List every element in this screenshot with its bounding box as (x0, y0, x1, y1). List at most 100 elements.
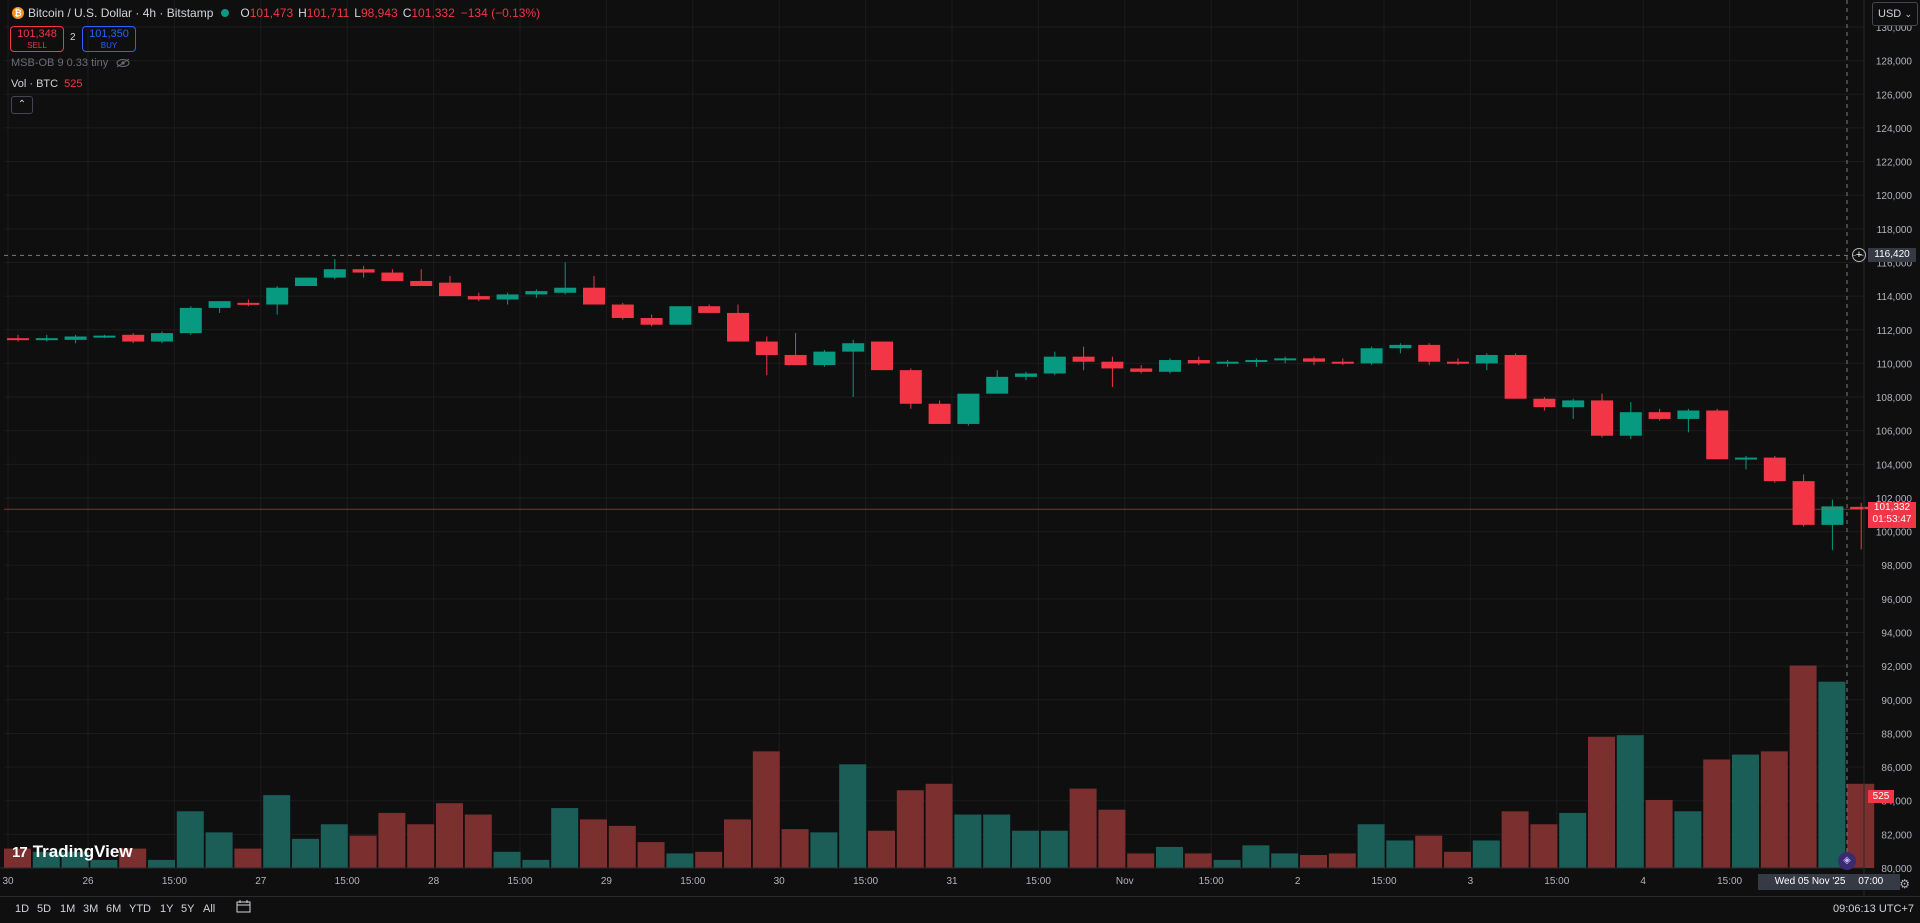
range-1d-button[interactable]: 1D (15, 903, 30, 915)
currency-label: USD (1878, 8, 1902, 20)
volume-bar (896, 790, 924, 868)
volume-bar (1242, 845, 1270, 868)
candle-body (986, 376, 1009, 394)
volume-bar (349, 835, 377, 868)
candle-body (295, 277, 317, 287)
time-tick-label: 30 (774, 876, 786, 887)
candle-body (1475, 354, 1498, 364)
market-open-icon (221, 9, 230, 17)
candle-body (1562, 400, 1585, 408)
tradingview-logo[interactable]: 17 TradingView (12, 842, 133, 862)
volume-bar (4, 848, 31, 868)
candle-body (122, 334, 145, 342)
buy-button[interactable]: 101,350 BUY (82, 26, 136, 52)
candle-body (813, 351, 836, 366)
indicator-volume-label: Vol · BTC (11, 78, 59, 90)
range-5y-button[interactable]: 5Y (181, 903, 195, 915)
price-tick-label: 96,000 (1881, 595, 1912, 606)
chevron-up-icon[interactable]: ⌃ (11, 96, 33, 114)
candle-body (1706, 410, 1729, 460)
volume-bar (1271, 853, 1299, 868)
close-value: 101,332 (411, 6, 455, 20)
candle-body (871, 341, 893, 371)
candle-body (899, 370, 922, 404)
indicator-volume[interactable]: Vol · BTC 525 (11, 78, 82, 90)
add-alert-icon[interactable]: + (1852, 248, 1866, 262)
price-tick-label: 82,000 (1881, 830, 1912, 841)
volume-bar (1357, 824, 1385, 868)
range-1y-button[interactable]: 1Y (160, 903, 174, 915)
volume-bar (1012, 830, 1039, 868)
candle-body (410, 280, 433, 287)
sell-price: 101,348 (17, 28, 57, 40)
close-label: C (402, 6, 412, 20)
crosshair-price-label: 116,420 (1868, 248, 1916, 262)
volume-bar (176, 811, 204, 868)
candle-body (323, 269, 346, 278)
time-tick-label: 30 (2, 876, 14, 887)
sell-button[interactable]: 101,348 SELL (10, 26, 64, 52)
volume-bar (781, 829, 809, 868)
candle-body (669, 306, 692, 325)
events-icon[interactable]: ◈ (1838, 852, 1856, 870)
price-tick-label: 112,000 (1877, 326, 1913, 337)
bitcoin-icon: ₿ (12, 7, 24, 19)
buy-label: BUY (100, 41, 118, 50)
volume-bar (378, 812, 406, 868)
crosshair-time: 07:00 (1858, 876, 1884, 887)
currency-selector[interactable]: USD ⌄ (1872, 2, 1918, 26)
volume-bar (1789, 665, 1817, 868)
volume-bar (1703, 759, 1731, 868)
range-3m-button[interactable]: 3M (83, 903, 99, 915)
candle-body (554, 287, 577, 293)
time-tick-label: 15:00 (507, 876, 532, 887)
time-tick-label: 27 (255, 876, 267, 887)
volume-bar (1530, 824, 1558, 868)
candle-body (1677, 410, 1700, 419)
range-all-button[interactable]: All (203, 903, 216, 915)
candle-body (208, 301, 231, 308)
volume-bar (810, 832, 838, 868)
volume-bar (407, 824, 435, 868)
price-tick-label: 92,000 (1881, 662, 1912, 673)
calendar-icon[interactable] (236, 900, 251, 913)
volume-bar (1069, 788, 1097, 868)
clock-timezone[interactable]: 09:06:13 UTC+7 (1832, 903, 1914, 915)
range-1m-button[interactable]: 1M (60, 903, 76, 915)
indicator-msb[interactable]: MSB-OB 9 0.33 tiny (11, 57, 130, 69)
candle-body (1735, 457, 1757, 460)
volume-bar (868, 830, 895, 868)
volume-bar (32, 851, 60, 868)
time-tick-label: 2 (1295, 876, 1301, 887)
high-value: 101,711 (306, 6, 350, 20)
volume-bar (1616, 735, 1644, 868)
gear-icon[interactable]: ⚙ (1899, 877, 1910, 891)
symbol-legend[interactable]: ₿ Bitcoin / U.S. Dollar · 4h · Bitstamp … (12, 4, 542, 22)
symbol-title[interactable]: Bitcoin / U.S. Dollar · 4h · Bitstamp (28, 6, 214, 20)
candle-body (525, 291, 548, 295)
candle-body (467, 296, 490, 300)
candle-body (35, 338, 58, 341)
volume-bar (925, 783, 953, 868)
change-value: −134 (−0.13%) (460, 6, 541, 20)
candle-body (1821, 506, 1844, 525)
candle-body (1043, 356, 1066, 374)
range-ytd-button[interactable]: YTD (129, 903, 151, 915)
volume-bar (1040, 830, 1068, 868)
eye-hidden-icon[interactable] (116, 58, 130, 68)
price-tick-label: 104,000 (1876, 460, 1913, 471)
volume-bar (292, 838, 319, 868)
indicator-msb-label: MSB-OB 9 0.33 tiny (11, 57, 109, 69)
range-6m-button[interactable]: 6M (106, 903, 122, 915)
range-5d-button[interactable]: 5D (37, 903, 52, 915)
volume-bar (1472, 840, 1500, 868)
volume-bar (1818, 681, 1846, 868)
candle-body (1792, 481, 1815, 525)
candle-body (7, 338, 29, 341)
volume-bar (1415, 835, 1443, 868)
candle-body (1331, 361, 1354, 364)
price-tick-label: 126,000 (1876, 90, 1913, 101)
bottom-toolbar (0, 896, 1920, 923)
candle-body (266, 287, 289, 305)
